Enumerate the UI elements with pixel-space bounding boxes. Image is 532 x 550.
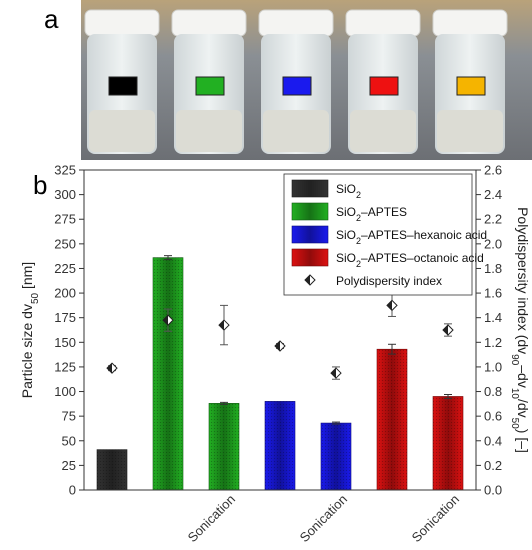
vials <box>84 9 508 154</box>
y2-tick-label: 1.8 <box>484 261 502 276</box>
y2-tick-label: 1.4 <box>484 310 502 325</box>
vial-sediment <box>89 110 155 152</box>
y-tick-label: 225 <box>54 261 76 276</box>
y-tick-label: 300 <box>54 187 76 202</box>
y2-tick-label: 1.6 <box>484 286 502 301</box>
legend-swatch <box>291 202 329 221</box>
vial-sediment <box>176 110 242 152</box>
pdi-marker <box>330 367 342 379</box>
legend-label: SiO2–APTES–hexanoic acid <box>336 228 487 246</box>
bar-texture <box>433 396 463 490</box>
legend-label: Polydispersity index <box>336 274 442 288</box>
y2-tick-label: 2.0 <box>484 236 502 251</box>
bar-texture <box>97 449 127 490</box>
vial-cap <box>171 9 247 37</box>
y-axis-title: Particle size dv50 [nm] <box>19 262 41 398</box>
bar-chart: 0 25 50 75 100 125 150 175 200 225 250 275 300 325 0.0… <box>19 163 532 546</box>
y-tick-label: 150 <box>54 335 76 350</box>
y2-tick-label: 0.4 <box>484 433 502 448</box>
y2-tick-label: 2.6 <box>484 163 502 178</box>
vial-sediment <box>350 110 416 152</box>
panel-a-label: a <box>44 4 59 34</box>
panel-b-label: b <box>33 170 48 200</box>
x-category-label: Sonication <box>297 492 351 546</box>
y2-tick-label: 2.2 <box>484 212 502 227</box>
x-category-label: Sonication <box>409 492 463 546</box>
legend-swatch <box>291 225 329 244</box>
bars <box>96 255 464 491</box>
y-tick-label: 50 <box>62 433 76 448</box>
vial-color-label <box>369 76 399 96</box>
vial-color-label <box>456 76 486 96</box>
y2-tick-label: 0.6 <box>484 409 502 424</box>
vial-color-label <box>282 76 312 96</box>
y-tick-label: 200 <box>54 286 76 301</box>
y2-tick-label: 1.2 <box>484 335 502 350</box>
vial-cap <box>432 9 508 37</box>
vial-sediment <box>263 110 329 152</box>
y2-axis-title: Polydispersity index (dv90–dv10/dv50) [–… <box>510 207 532 453</box>
vial <box>432 9 508 154</box>
vial <box>171 9 247 154</box>
y2-tick-label: 0.8 <box>484 384 502 399</box>
legend-swatch <box>291 248 329 267</box>
bar-texture <box>209 403 239 490</box>
y-tick-label: 325 <box>54 163 76 178</box>
vial <box>345 9 421 154</box>
vial-sediment <box>437 110 503 152</box>
vial-cap <box>84 9 160 37</box>
pdi-marker <box>442 324 454 336</box>
bar-texture <box>265 401 295 490</box>
y-tick-label: 250 <box>54 236 76 251</box>
legend-label: SiO2–APTES <box>336 205 407 223</box>
legend-label: SiO2–APTES–octanoic acid <box>336 251 484 269</box>
vial-cap <box>258 9 334 37</box>
pdi-marker <box>106 362 118 374</box>
y2-tick-label: 0.2 <box>484 458 502 473</box>
bar-texture <box>153 257 183 490</box>
y-tick-label: 125 <box>54 359 76 374</box>
legend: SiO2 SiO2–APTES SiO2–APTES–hexanoic acid Si… <box>283 173 487 296</box>
legend-pdi-marker <box>304 274 316 286</box>
y-tick-label: 25 <box>62 458 76 473</box>
y-tick-label: 275 <box>54 212 76 227</box>
x-category-label: Sonication <box>185 492 239 546</box>
legend-label: SiO2 <box>336 182 361 200</box>
y-tick-label: 100 <box>54 384 76 399</box>
y2-tick-label: 1.0 <box>484 359 502 374</box>
vial-cap <box>345 9 421 37</box>
vial-color-label <box>108 76 138 96</box>
y-tick-label: 0 <box>69 483 76 498</box>
pdi-marker <box>274 340 286 352</box>
vials-photo <box>81 0 532 160</box>
pdi-marker <box>386 299 398 312</box>
pdi-markers <box>106 293 454 380</box>
vial-color-label <box>195 76 225 96</box>
y2-tick-label: 0.0 <box>484 483 502 498</box>
y2-tick-label: 2.4 <box>484 187 502 202</box>
bar-texture <box>377 349 407 490</box>
pdi-marker <box>162 314 174 326</box>
vial <box>84 9 160 154</box>
legend-swatch <box>291 179 329 198</box>
y-tick-label: 75 <box>62 409 76 424</box>
y-tick-label: 175 <box>54 310 76 325</box>
pdi-marker <box>218 319 230 331</box>
bar-texture <box>321 423 351 490</box>
vial <box>258 9 334 154</box>
